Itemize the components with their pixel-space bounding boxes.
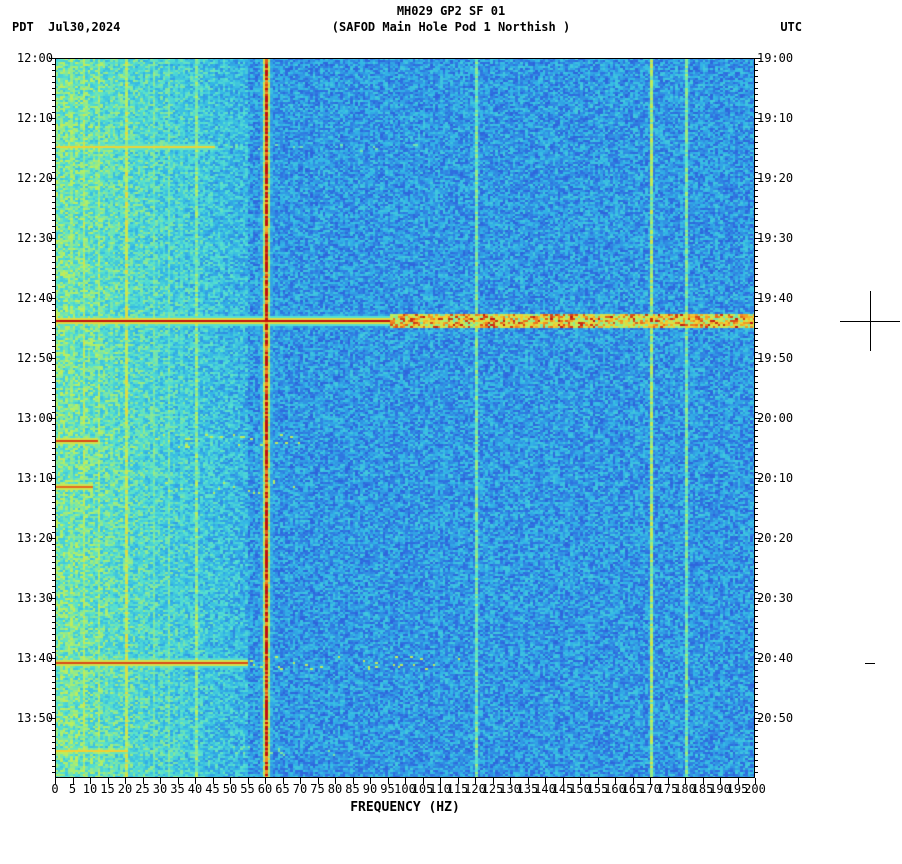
xtick-label: 120	[464, 782, 486, 796]
xtick-label: 155	[587, 782, 609, 796]
xtick-label: 100	[394, 782, 416, 796]
ytick-left-label: 13:50	[17, 711, 53, 725]
left-timezone-label: PDT Jul30,2024	[12, 20, 120, 34]
xtick-label: 5	[69, 782, 76, 796]
xtick-label: 10	[83, 782, 97, 796]
xtick-label: 175	[657, 782, 679, 796]
xtick-label: 30	[153, 782, 167, 796]
xtick-label: 195	[727, 782, 749, 796]
ytick-right-label: 19:40	[757, 291, 793, 305]
event-marker-cross-h	[840, 321, 900, 322]
xtick-label: 20	[118, 782, 132, 796]
ytick-right-label: 19:20	[757, 171, 793, 185]
ytick-left-label: 13:30	[17, 591, 53, 605]
xtick-label: 185	[692, 782, 714, 796]
xtick-label: 180	[674, 782, 696, 796]
event-marker-tick	[865, 663, 875, 664]
xtick-label: 90	[363, 782, 377, 796]
xtick-label: 115	[447, 782, 469, 796]
ytick-left-label: 13:20	[17, 531, 53, 545]
ytick-left-label: 12:00	[17, 51, 53, 65]
xtick-label: 95	[380, 782, 394, 796]
xtick-label: 140	[534, 782, 556, 796]
ytick-right-label: 20:20	[757, 531, 793, 545]
ytick-right-label: 20:00	[757, 411, 793, 425]
ytick-left-label: 13:40	[17, 651, 53, 665]
xtick-label: 0	[51, 782, 58, 796]
ytick-left-label: 12:20	[17, 171, 53, 185]
ytick-left-label: 12:50	[17, 351, 53, 365]
x-axis-label: FREQUENCY (HZ)	[55, 800, 755, 815]
ytick-right-label: 19:50	[757, 351, 793, 365]
ytick-left-label: 13:10	[17, 471, 53, 485]
xtick-label: 150	[569, 782, 591, 796]
ytick-left-label: 12:30	[17, 231, 53, 245]
ytick-left-label: 12:40	[17, 291, 53, 305]
ytick-right-label: 20:10	[757, 471, 793, 485]
ytick-right-label: 20:30	[757, 591, 793, 605]
xtick-label: 170	[639, 782, 661, 796]
xtick-label: 130	[499, 782, 521, 796]
right-timezone-label: UTC	[780, 20, 802, 34]
xtick-label: 15	[100, 782, 114, 796]
xtick-label: 125	[482, 782, 504, 796]
xtick-label: 110	[429, 782, 451, 796]
chart-title-line1: MH029 GP2 SF 01	[397, 4, 505, 18]
chart-title-line2: (SAFOD Main Hole Pod 1 Northish )	[332, 20, 570, 34]
xtick-label: 60	[258, 782, 272, 796]
spectrogram-canvas	[55, 58, 755, 778]
xtick-label: 135	[517, 782, 539, 796]
xtick-label: 160	[604, 782, 626, 796]
xtick-label: 165	[622, 782, 644, 796]
xtick-label: 65	[275, 782, 289, 796]
xtick-label: 80	[328, 782, 342, 796]
spectrogram-plot	[55, 58, 755, 778]
xtick-label: 40	[188, 782, 202, 796]
xtick-label: 75	[310, 782, 324, 796]
ytick-right-label: 20:50	[757, 711, 793, 725]
xtick-label: 70	[293, 782, 307, 796]
ytick-right-label: 20:40	[757, 651, 793, 665]
xtick-label: 190	[709, 782, 731, 796]
ytick-right-label: 19:30	[757, 231, 793, 245]
xtick-label: 145	[552, 782, 574, 796]
xtick-label: 50	[223, 782, 237, 796]
xtick-label: 55	[240, 782, 254, 796]
xtick-label: 25	[135, 782, 149, 796]
xtick-label: 35	[170, 782, 184, 796]
ytick-right-label: 19:10	[757, 111, 793, 125]
xtick-label: 105	[412, 782, 434, 796]
xtick-label: 45	[205, 782, 219, 796]
xtick-label: 85	[345, 782, 359, 796]
ytick-left-label: 13:00	[17, 411, 53, 425]
ytick-right-label: 19:00	[757, 51, 793, 65]
ytick-left-label: 12:10	[17, 111, 53, 125]
xtick-label: 200	[744, 782, 766, 796]
